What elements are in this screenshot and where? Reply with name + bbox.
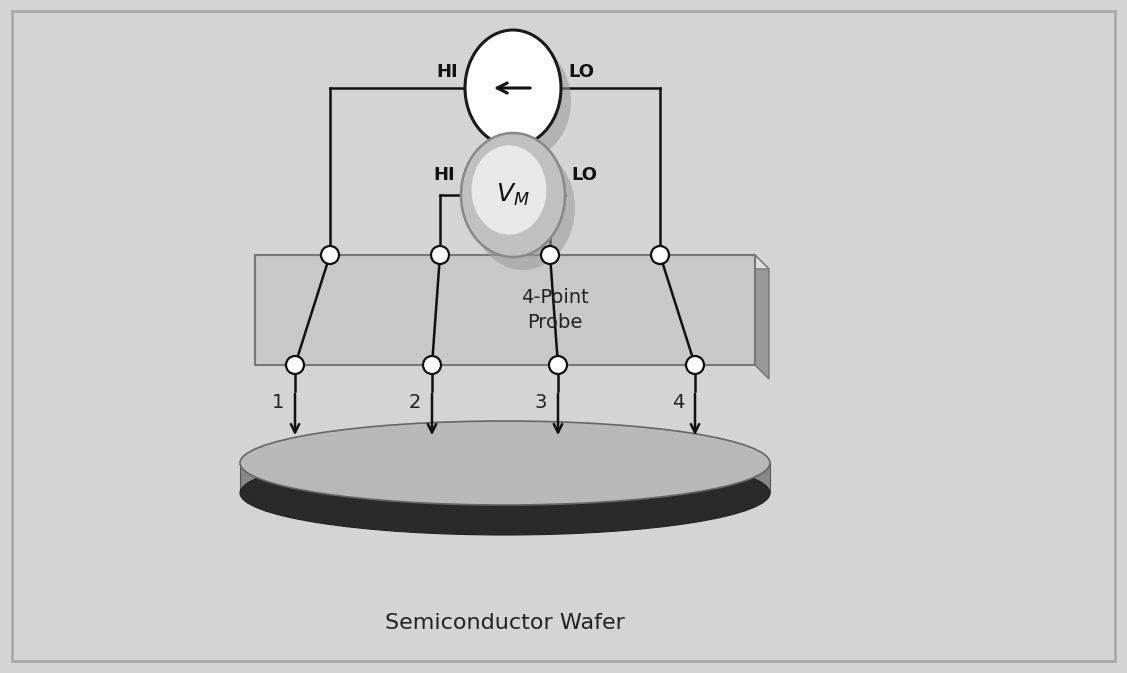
Ellipse shape [240,451,770,535]
Ellipse shape [474,43,571,159]
Text: HI: HI [434,166,455,184]
Ellipse shape [286,356,304,374]
Ellipse shape [240,421,770,505]
Polygon shape [755,255,769,379]
Text: 4-Point
Probe: 4-Point Probe [521,288,589,332]
Ellipse shape [541,246,559,264]
Ellipse shape [651,246,669,264]
Ellipse shape [549,356,567,374]
Ellipse shape [423,356,441,374]
Ellipse shape [465,30,561,146]
Text: $\mathit{V}_{M}$: $\mathit{V}_{M}$ [496,182,530,208]
Polygon shape [255,255,769,269]
Text: 2: 2 [409,393,421,412]
Text: 1: 1 [272,393,284,412]
Text: LO: LO [571,166,597,184]
Ellipse shape [431,246,449,264]
FancyBboxPatch shape [255,255,755,365]
Polygon shape [240,463,770,493]
Ellipse shape [321,246,339,264]
Text: 4: 4 [672,393,684,412]
Ellipse shape [686,356,704,374]
Text: HI: HI [436,63,458,81]
Text: LO: LO [568,63,594,81]
Ellipse shape [471,145,547,235]
Ellipse shape [471,146,575,270]
Text: Semiconductor Wafer: Semiconductor Wafer [385,613,625,633]
Text: 3: 3 [535,393,548,412]
Ellipse shape [461,133,565,257]
